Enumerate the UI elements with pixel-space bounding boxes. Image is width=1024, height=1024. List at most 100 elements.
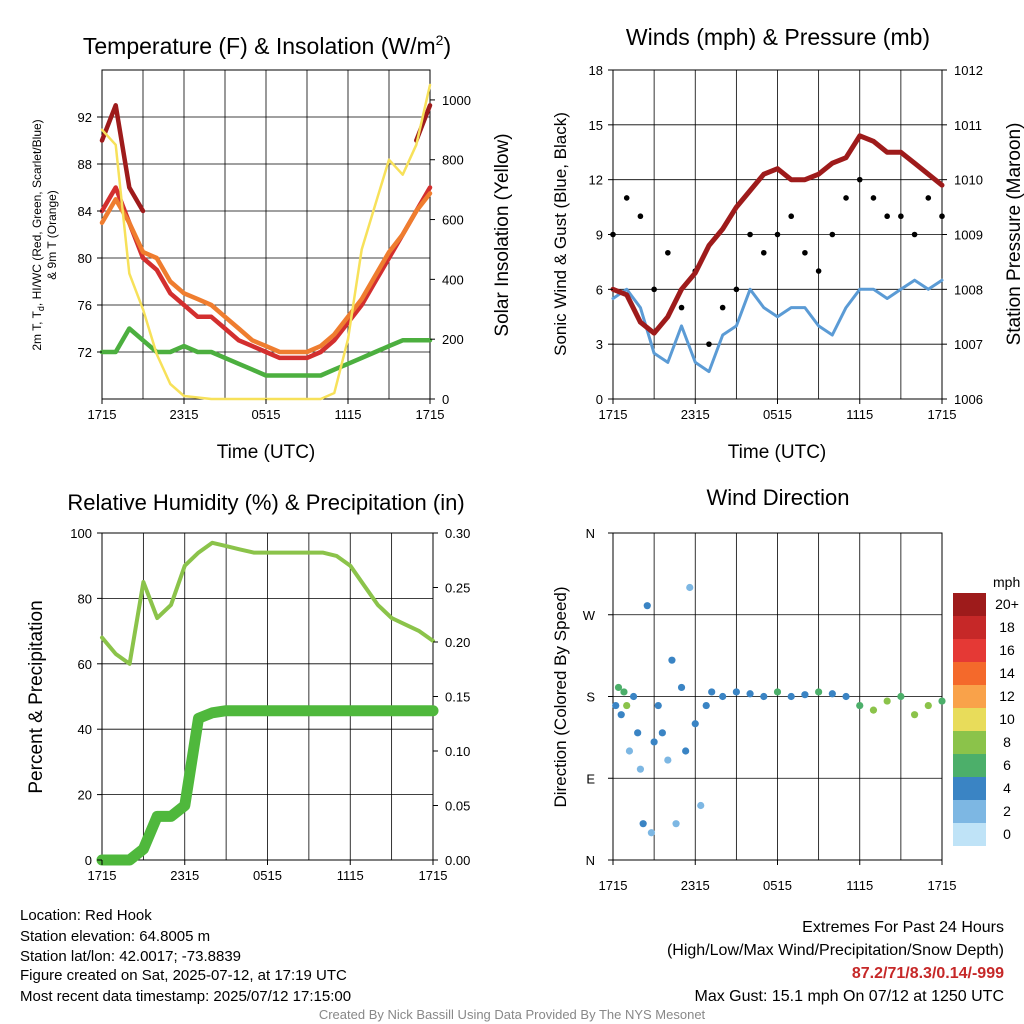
winds-panel: Winds (mph) & Pressure (mb) 18 15 12 9 6 3 0 10…: [551, 24, 1024, 463]
gust-point: [898, 213, 904, 220]
extremes-values: 87.2/71/8.3/0.14/-999: [851, 965, 1004, 982]
speed-legend-label: 12: [999, 688, 1015, 704]
direction-point: [719, 692, 727, 701]
rh-xtick-label: 1715: [88, 868, 117, 883]
speed-legend-swatch: [953, 754, 986, 777]
wind-y2tick-label: 1012: [954, 63, 983, 78]
direction-point: [938, 697, 946, 705]
footer-created: Figure created on Sat, 2025-07-12, at 17…: [20, 967, 347, 984]
dir-ytick-label: N: [586, 526, 595, 541]
gust-point: [856, 176, 863, 183]
dir-ytick-label: W: [583, 608, 596, 623]
temp-xtick-label: 1715: [416, 407, 445, 422]
direction-point: [691, 720, 699, 728]
rh-xtick-label: 0515: [253, 868, 282, 883]
direction-point: [658, 729, 666, 737]
rh-y2tick-label: 0.20: [445, 635, 470, 650]
gust-point: [760, 249, 767, 256]
direction-point: [650, 738, 658, 746]
direction-point: [654, 701, 662, 710]
speed-legend-label: 4: [1003, 780, 1011, 796]
speed-legend-label: 10: [999, 711, 1015, 727]
speed-legend-swatch: [953, 639, 986, 662]
wind-direction-ylabel: Direction (Colored By Speed): [551, 586, 570, 807]
rh-y2tick-label: 0.05: [445, 799, 470, 814]
temperature-y2label: Solar Insolation (Yellow): [492, 133, 513, 336]
temp-ytick-label: 88: [78, 157, 92, 172]
direction-point: [620, 688, 628, 696]
max-gust-text: Max Gust: 15.1 mph On 07/12 at 1250 UTC: [694, 988, 1005, 1005]
direction-point: [617, 711, 625, 719]
wind-y2tick-label: 1011: [954, 118, 982, 133]
gust-point: [747, 231, 753, 238]
gust-point: [637, 213, 644, 220]
direction-point: [828, 690, 836, 698]
rh-ytick-label: 40: [78, 722, 92, 737]
rh-y2tick-label: 0.10: [445, 744, 470, 759]
rh-y2tick-label: 0.30: [445, 526, 470, 541]
direction-point: [664, 756, 672, 764]
speed-legend-swatch: [953, 685, 986, 708]
winds-xlabel: Time (UTC): [728, 442, 827, 463]
temp-series-red: [99, 185, 433, 361]
gust-point: [665, 249, 671, 256]
temperature-panel-title: Temperature (F) & Insolation (W/m2): [83, 32, 451, 59]
temp-ytick-label: 76: [78, 298, 92, 313]
gust-point: [802, 249, 808, 256]
wind-ytick-label: 18: [589, 63, 603, 78]
gust-point: [884, 213, 890, 220]
direction-point: [787, 692, 795, 701]
speed-legend-label: 2: [1003, 803, 1011, 819]
gust-point: [925, 195, 932, 201]
direction-point: [760, 692, 768, 701]
temp-series-orange: [99, 191, 433, 355]
temp-y2tick-label: 0: [442, 392, 449, 407]
wind-xtick-label: 2315: [681, 407, 710, 422]
dir-xtick-label: 1715: [599, 878, 628, 893]
direction-point: [634, 729, 642, 737]
rh-ytick-label: 100: [70, 526, 92, 541]
direction-point: [623, 701, 631, 710]
dir-xtick-label: 0515: [763, 878, 792, 893]
direction-point: [702, 701, 710, 710]
wind-direction-title: Wind Direction: [706, 485, 849, 510]
gust-point: [651, 286, 657, 293]
speed-legend-label: 14: [999, 665, 1015, 681]
direction-point: [625, 747, 634, 755]
humidity-panel: Relative Humidity (%) & Precipitation (i…: [26, 490, 470, 883]
direction-point: [732, 688, 740, 696]
speed-legend-swatch: [953, 593, 986, 616]
speed-legend-title: mph: [993, 574, 1020, 590]
temperature-xlabel: Time (UTC): [217, 442, 316, 463]
speed-legend-swatch: [953, 800, 986, 823]
direction-point: [614, 683, 623, 692]
direction-point: [924, 701, 932, 710]
direction-point: [842, 692, 850, 701]
direction-point: [668, 656, 676, 664]
temperature-panel: Temperature (F) & Insolation (W/m2) 92 88…: [30, 32, 513, 463]
direction-point: [697, 801, 705, 810]
wind-ytick-label: 15: [589, 118, 603, 133]
gust-point: [706, 341, 712, 347]
direction-point: [897, 692, 905, 701]
wind-y2tick-label: 1009: [954, 228, 983, 243]
wind-xtick-label: 1115: [846, 407, 873, 422]
rh-ytick-label: 80: [78, 591, 92, 606]
rh-y2tick-label: 0.25: [445, 581, 470, 596]
wind-xtick-label: 1715: [599, 407, 628, 422]
temp-y2tick-label: 800: [442, 153, 464, 168]
wind-xtick-label: 0515: [763, 407, 792, 422]
gust-point: [843, 195, 849, 201]
gust-point: [815, 268, 822, 274]
wind-xtick-label: 1715: [928, 407, 957, 422]
direction-point: [672, 820, 680, 828]
temp-y2tick-label: 200: [442, 332, 464, 347]
temp-y2tick-label: 400: [442, 272, 464, 287]
temp-xtick-label: 0515: [252, 407, 281, 422]
temp-series-maroon: [99, 103, 146, 214]
direction-point: [682, 747, 690, 755]
direction-point: [686, 583, 694, 592]
direction-point: [612, 701, 620, 710]
gust-point: [911, 231, 918, 238]
